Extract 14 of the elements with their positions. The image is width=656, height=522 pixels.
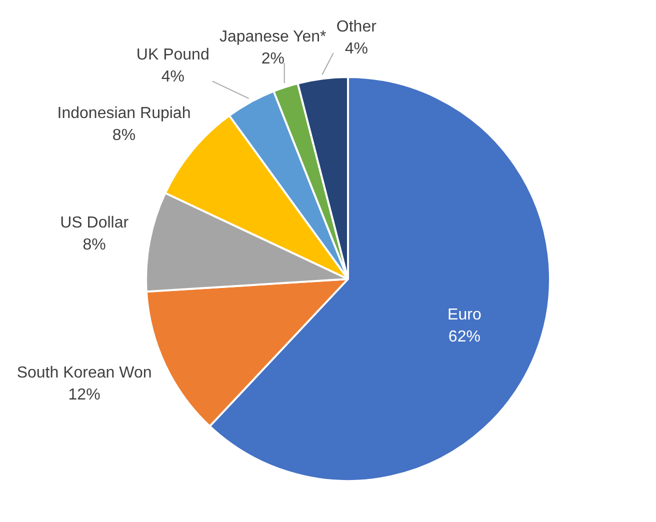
data-label: 4% <box>161 68 184 86</box>
slice-label: Euro <box>448 306 482 324</box>
data-label: 4% <box>344 40 368 58</box>
data-label: 8% <box>82 236 106 254</box>
data-label: 2% <box>261 50 284 68</box>
slice-label: Indonesian Rupiah <box>57 104 191 122</box>
data-label: 12% <box>68 386 100 404</box>
slice-label: South Korean Won <box>16 364 152 382</box>
slice-label: Japanese Yen* <box>219 28 326 46</box>
slice-label: UK Pound <box>136 46 210 64</box>
data-label: 8% <box>112 126 136 144</box>
data-label: 62% <box>448 328 480 346</box>
slice-label: US Dollar <box>60 214 130 232</box>
slice-label: Other <box>336 18 378 36</box>
